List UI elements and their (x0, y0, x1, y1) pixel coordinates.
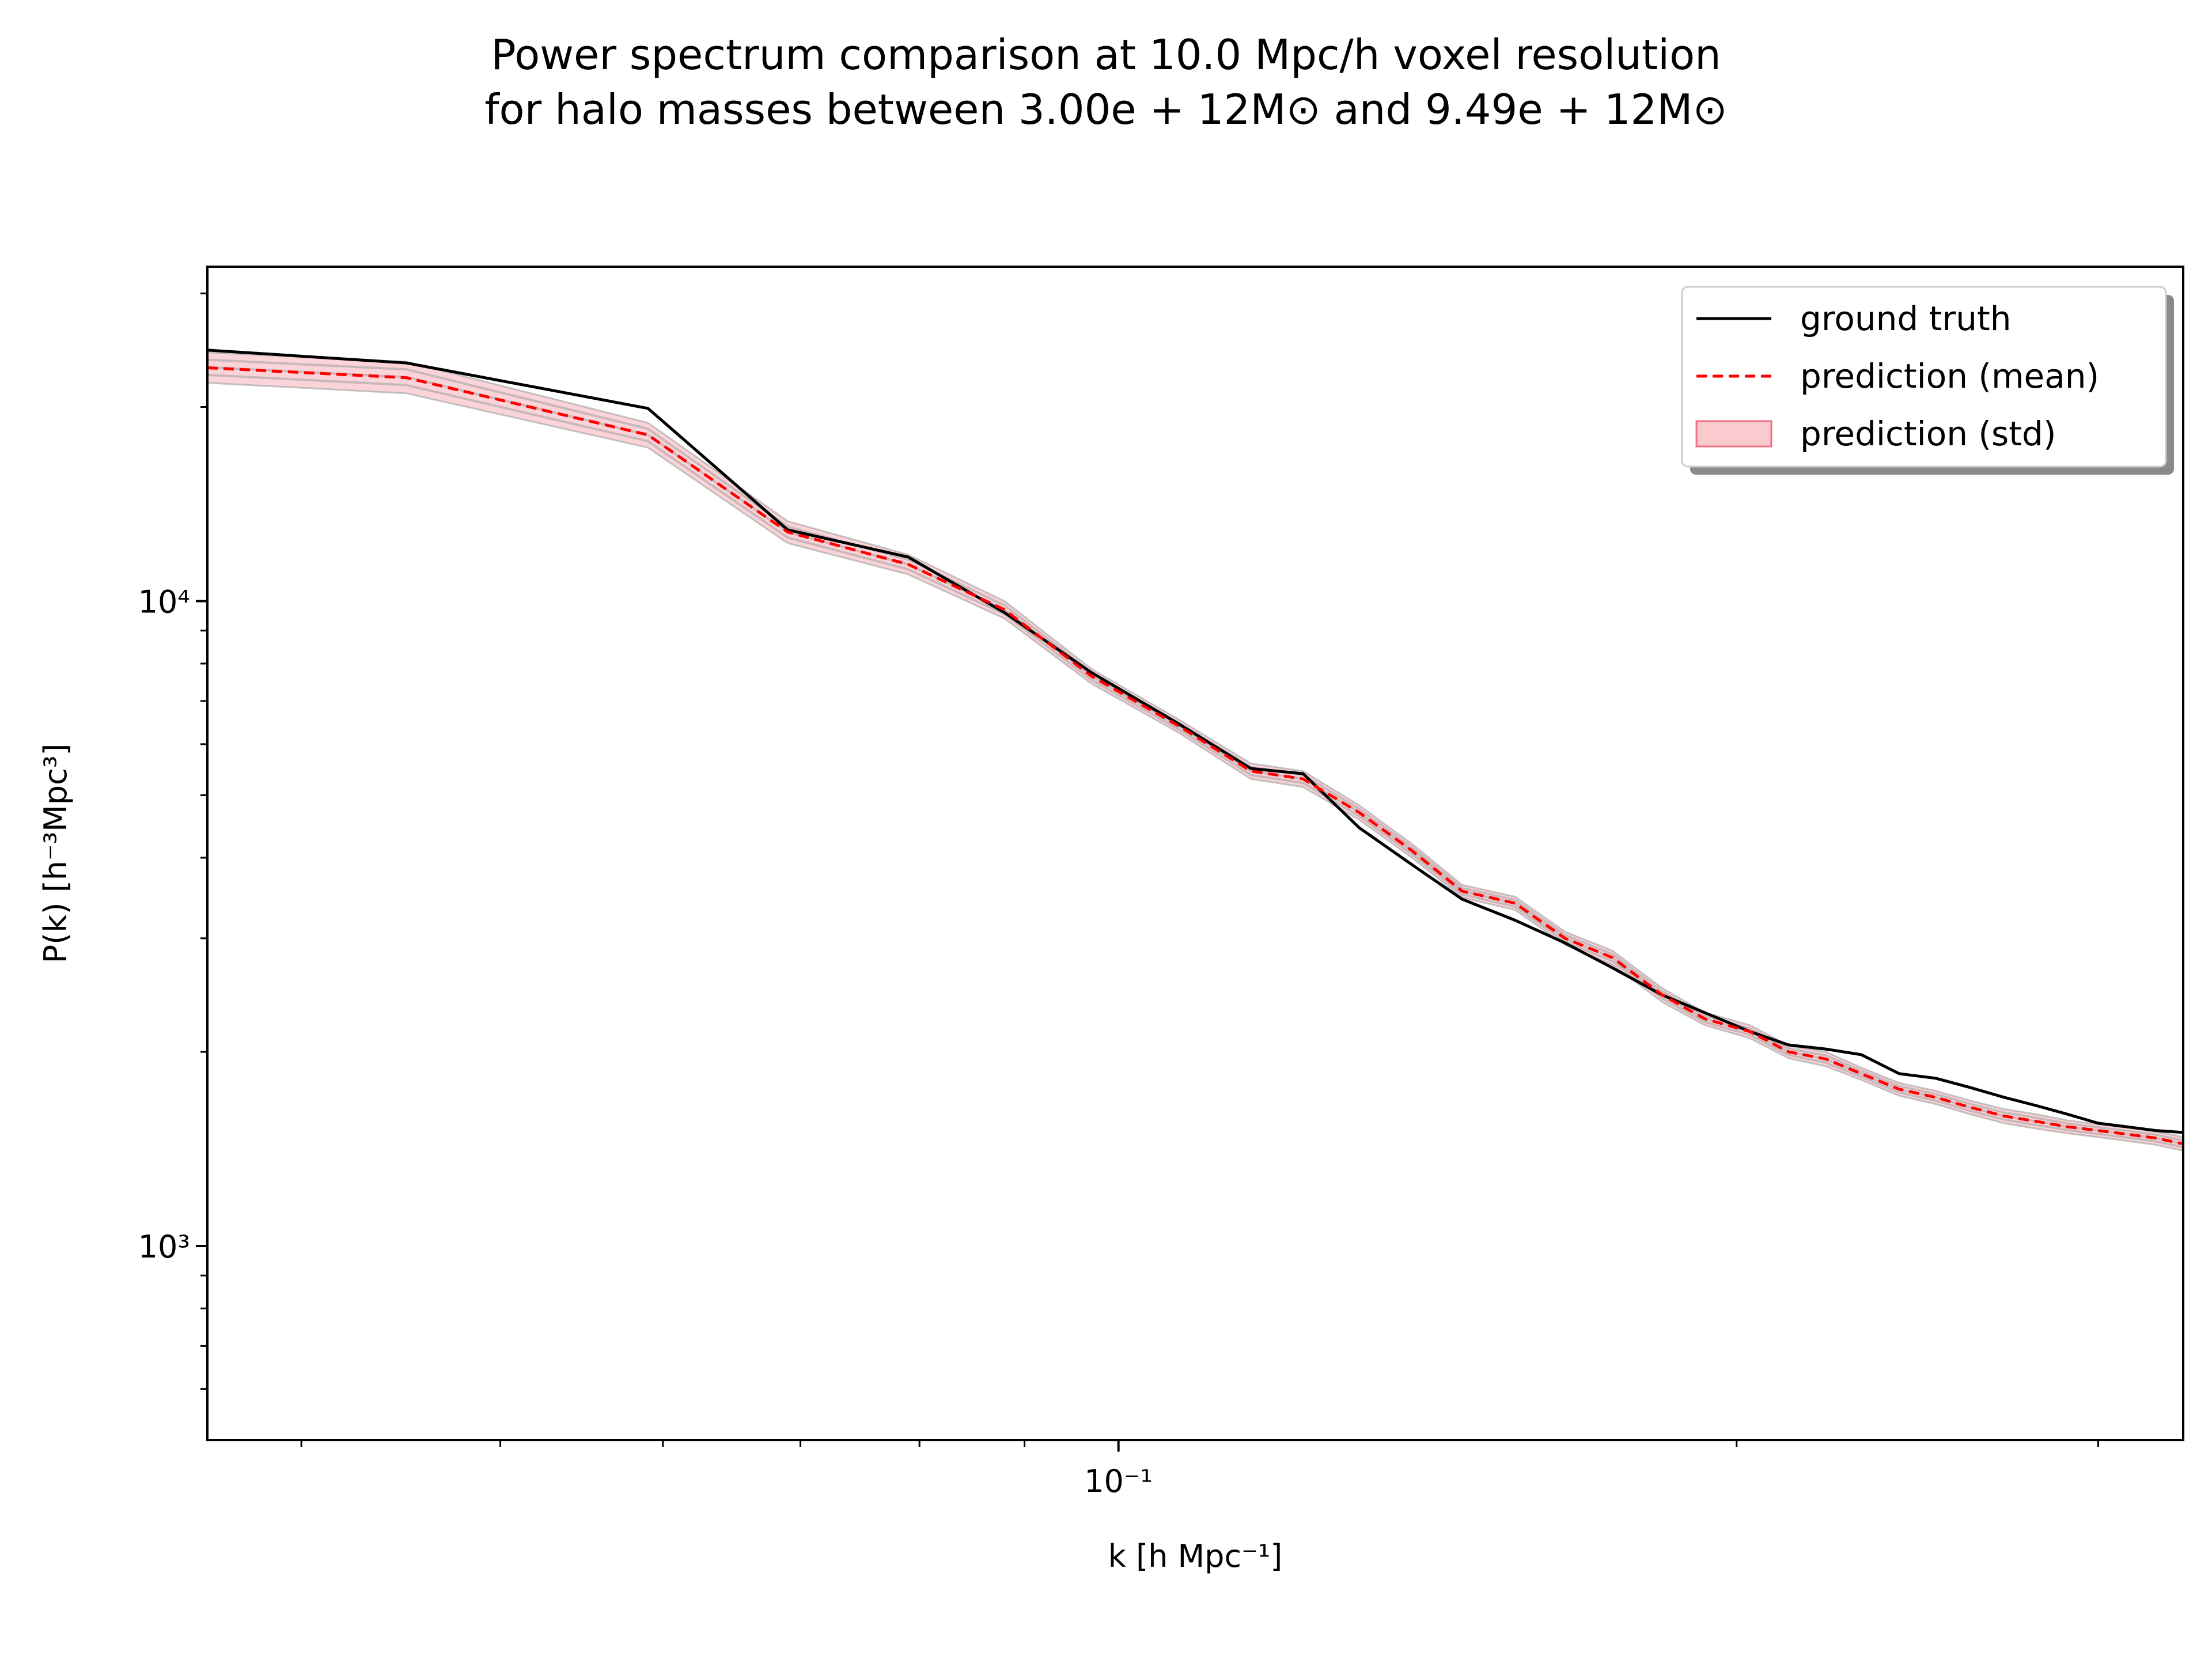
legend: ground truth prediction (mean) prediction … (1681, 286, 2174, 475)
std-band-sample-1 (207, 366, 2184, 1145)
x-tick-label: 10⁻¹ (1084, 1463, 1153, 1499)
chart-title-line-1: Power spectrum comparison at 10.0 Mpc/h … (491, 31, 1721, 79)
plot-frame (206, 266, 2184, 1441)
series-line-1 (207, 366, 2184, 1146)
y-tick-label: 10⁴ (138, 584, 190, 620)
axis-labels: k [h Mpc⁻¹] P(k) [h⁻³Mpc³] (37, 744, 1282, 1574)
y-axis-label: P(k) [h⁻³Mpc³] (37, 744, 74, 964)
series-line-0 (207, 349, 2184, 1134)
legend-label: prediction (std) (1800, 414, 2056, 453)
x-axis-label: k [h Mpc⁻¹] (1108, 1538, 1283, 1574)
y-tick-label: 10³ (138, 1229, 190, 1265)
legend-label: ground truth (1800, 299, 2012, 338)
std-band-sample-0 (207, 373, 2184, 1149)
series-layer (207, 349, 2184, 1146)
legend-swatch-prediction-std (1695, 420, 1772, 448)
legend-label: prediction (mean) (1800, 357, 2099, 396)
chart-title: Power spectrum comparison at 10.0 Mpc/h … (0, 28, 2212, 137)
legend-box (1681, 286, 2167, 468)
tick-layer: 10⁴ 10³ 10⁻¹ (138, 292, 2099, 1499)
std-band-sample-2 (207, 358, 2184, 1142)
chart-title-line-2: for halo masses between 3.00e + 12M⊙ and… (484, 85, 1728, 134)
